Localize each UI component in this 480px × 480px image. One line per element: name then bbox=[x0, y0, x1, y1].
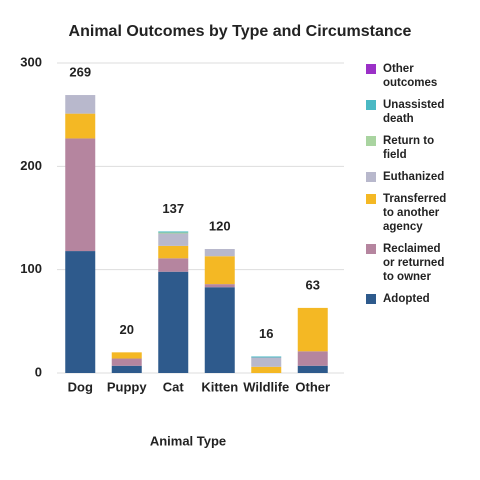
total-label: 63 bbox=[306, 277, 320, 292]
x-tick-label: Dog bbox=[68, 379, 93, 394]
x-tick-label: Puppy bbox=[107, 379, 147, 394]
legend-label: Euthanized bbox=[383, 171, 444, 183]
bar-segment bbox=[158, 258, 189, 272]
bar-segment bbox=[158, 231, 189, 233]
bar-segment bbox=[204, 284, 235, 288]
legend-swatch bbox=[366, 100, 376, 110]
y-tick-label: 100 bbox=[20, 261, 42, 276]
chart-title: Animal Outcomes by Type and Circumstance bbox=[69, 23, 412, 40]
bar-segment bbox=[251, 357, 282, 367]
y-tick-label: 0 bbox=[35, 364, 42, 379]
y-tick-label: 300 bbox=[20, 54, 42, 69]
bar-segment bbox=[297, 351, 328, 366]
legend-label: Adopted bbox=[383, 293, 430, 305]
bar-segment bbox=[65, 95, 96, 114]
bar-segment bbox=[158, 233, 189, 246]
bar-segment bbox=[251, 366, 282, 373]
bar-segment bbox=[111, 365, 142, 373]
x-tick-label: Wildlife bbox=[243, 379, 289, 394]
bar-segment bbox=[297, 365, 328, 373]
x-tick-label: Cat bbox=[163, 379, 185, 394]
legend-swatch bbox=[366, 136, 376, 146]
legend-swatch bbox=[366, 244, 376, 254]
legend-swatch bbox=[366, 172, 376, 182]
bar-segment bbox=[65, 113, 96, 139]
x-tick-label: Other bbox=[295, 379, 330, 394]
bar-segment bbox=[65, 138, 96, 252]
total-label: 269 bbox=[69, 64, 91, 79]
x-tick-label: Kitten bbox=[201, 379, 238, 394]
y-tick-label: 200 bbox=[20, 158, 42, 173]
legend-swatch bbox=[366, 64, 376, 74]
bar-segment bbox=[158, 245, 189, 259]
total-label: 137 bbox=[162, 201, 184, 216]
legend-label: Unassisted death bbox=[383, 99, 444, 125]
bar-segment bbox=[111, 358, 142, 366]
legend-swatch bbox=[366, 194, 376, 204]
total-label: 20 bbox=[120, 322, 134, 337]
legend-label: Return to field bbox=[383, 135, 434, 161]
legend-label: Reclaimed or returned to owner bbox=[383, 243, 444, 283]
bar-segment bbox=[65, 251, 96, 373]
bar-segment bbox=[111, 352, 142, 359]
x-axis-label: Animal Type bbox=[150, 433, 226, 448]
legend-label: Transferred to another agency bbox=[383, 193, 446, 233]
bar-segment bbox=[204, 256, 235, 285]
bar-segment bbox=[204, 249, 235, 257]
bar-segment bbox=[158, 271, 189, 373]
total-label: 16 bbox=[259, 326, 273, 341]
legend-label: Other outcomes bbox=[383, 63, 437, 89]
bar-segment bbox=[251, 356, 282, 358]
total-label: 120 bbox=[209, 218, 231, 233]
bar-segment bbox=[158, 232, 189, 234]
bar-segment bbox=[204, 287, 235, 373]
legend-swatch bbox=[366, 294, 376, 304]
bar-segment bbox=[297, 307, 328, 352]
